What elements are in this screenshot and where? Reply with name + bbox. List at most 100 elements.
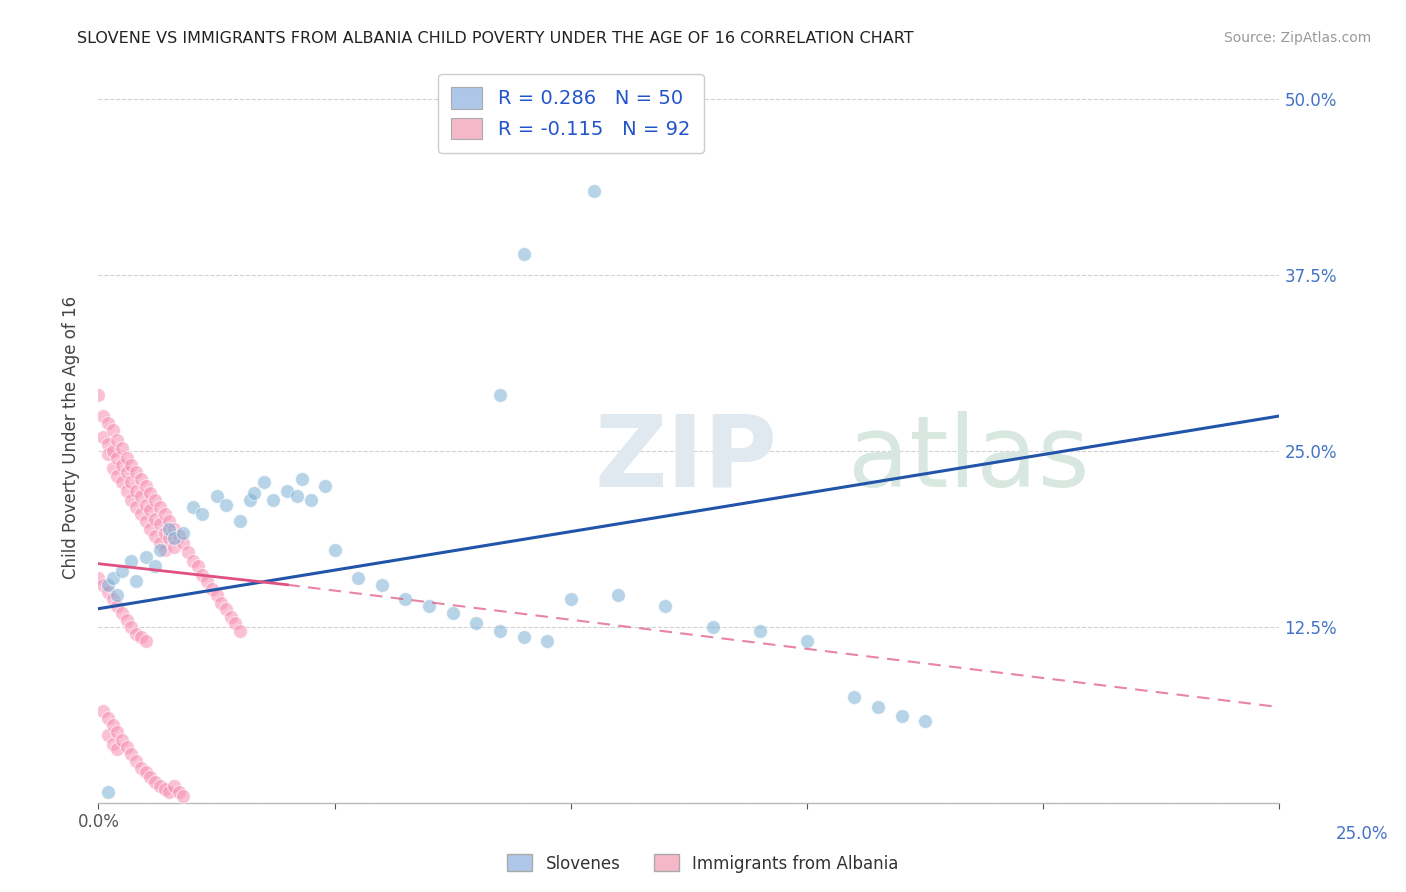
Point (394, 591, 416, 606)
Point (135, 515, 157, 529)
Point (115, 483, 138, 498)
Point (97, 416, 120, 430)
Point (844, 690, 866, 705)
Point (135, 764, 157, 779)
Point (139, 771, 162, 785)
Text: 25.0%: 25.0% (1336, 825, 1388, 843)
Point (536, 634, 558, 648)
Point (583, 184, 606, 198)
Point (172, 525, 194, 540)
Point (153, 542, 176, 557)
Point (121, 554, 143, 568)
Point (181, 554, 204, 568)
Point (111, 458, 134, 473)
Point (215, 498, 238, 512)
Point (105, 599, 128, 613)
Point (125, 754, 148, 768)
Point (314, 479, 336, 493)
Point (105, 451, 128, 466)
Y-axis label: Child Poverty Under the Age of 16: Child Poverty Under the Age of 16 (62, 295, 80, 579)
Point (125, 627, 148, 641)
Point (181, 500, 204, 515)
Point (153, 508, 176, 522)
Point (187, 559, 209, 574)
Point (101, 571, 124, 585)
Point (224, 615, 246, 630)
Point (101, 423, 124, 437)
Point (101, 461, 124, 475)
Point (105, 725, 128, 739)
Point (97, 584, 120, 599)
Point (167, 528, 190, 542)
Point (243, 486, 266, 500)
Point (125, 574, 148, 588)
Point (215, 601, 238, 615)
Text: ZIP: ZIP (595, 410, 778, 508)
Point (209, 596, 232, 610)
Point (115, 465, 138, 479)
Point (105, 433, 128, 447)
Point (163, 779, 186, 793)
Point (97, 447, 120, 461)
Point (135, 634, 157, 648)
Point (129, 489, 152, 503)
Point (87, 388, 110, 402)
Point (97, 784, 120, 798)
Point (105, 469, 128, 483)
Point (157, 532, 180, 546)
Point (323, 542, 346, 557)
Point (115, 613, 138, 627)
Point (143, 774, 166, 789)
Point (101, 718, 124, 732)
Point (157, 521, 180, 535)
Point (285, 489, 308, 503)
Text: atlas: atlas (595, 410, 1090, 508)
Point (253, 475, 276, 489)
Point (97, 437, 120, 451)
Point (139, 521, 162, 535)
Point (143, 559, 166, 574)
Point (177, 545, 200, 559)
Point (796, 634, 818, 648)
Point (101, 591, 124, 606)
Point (229, 515, 252, 529)
Point (607, 588, 630, 602)
Point (371, 578, 394, 592)
Point (111, 606, 134, 620)
Point (143, 511, 166, 525)
Point (125, 483, 148, 498)
Point (121, 475, 143, 489)
Point (143, 528, 166, 542)
Point (87, 571, 110, 585)
Point (172, 535, 194, 549)
Point (97, 711, 120, 725)
Point (121, 493, 143, 508)
Point (157, 784, 180, 798)
Point (702, 620, 724, 634)
Point (149, 542, 172, 557)
Point (129, 508, 152, 522)
Point (91, 430, 114, 444)
Point (153, 781, 176, 796)
Point (890, 708, 912, 723)
Point (121, 458, 143, 473)
Point (205, 588, 228, 602)
Point (418, 599, 440, 613)
Legend: R = 0.286   N = 50, R = -0.115   N = 92: R = 0.286 N = 50, R = -0.115 N = 92 (437, 74, 704, 153)
Point (149, 517, 172, 532)
Point (121, 620, 143, 634)
Point (101, 737, 124, 751)
Point (149, 500, 172, 515)
Point (163, 540, 186, 554)
Point (205, 489, 228, 503)
Point (111, 732, 134, 747)
Point (489, 388, 512, 402)
Point (163, 532, 186, 546)
Point (441, 606, 464, 620)
Point (115, 451, 138, 466)
Point (115, 739, 138, 754)
Point (105, 588, 128, 602)
Point (167, 784, 190, 798)
Point (129, 630, 152, 644)
Point (201, 582, 224, 596)
